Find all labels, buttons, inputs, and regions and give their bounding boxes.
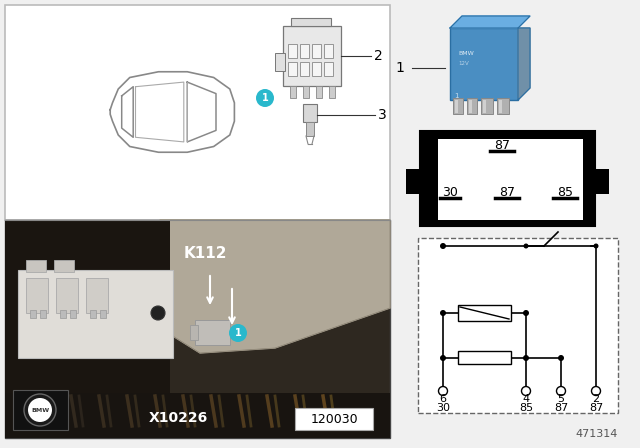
Bar <box>593 169 609 194</box>
Circle shape <box>557 387 566 396</box>
Text: 30: 30 <box>436 403 450 413</box>
Circle shape <box>593 244 598 249</box>
Text: X10226: X10226 <box>148 411 207 425</box>
Bar <box>312 44 321 58</box>
Bar <box>324 44 333 58</box>
Bar <box>283 26 341 86</box>
Bar <box>303 104 317 122</box>
Bar <box>190 325 198 340</box>
Text: 120030: 120030 <box>310 413 358 426</box>
Circle shape <box>440 355 446 361</box>
Bar <box>455 100 458 113</box>
Text: 85: 85 <box>557 185 573 198</box>
Text: 12V: 12V <box>458 60 468 65</box>
Bar <box>18 270 173 358</box>
Circle shape <box>523 355 529 361</box>
Circle shape <box>558 355 564 361</box>
Bar <box>483 100 486 113</box>
Bar <box>5 220 390 438</box>
Text: 2: 2 <box>374 49 383 63</box>
Bar <box>100 310 106 318</box>
Circle shape <box>256 89 274 107</box>
Text: BMW: BMW <box>31 408 49 413</box>
Bar <box>54 260 74 272</box>
Circle shape <box>229 324 247 342</box>
Text: K112: K112 <box>183 246 227 260</box>
Text: BMW: BMW <box>458 51 474 56</box>
Bar <box>26 278 48 313</box>
Bar <box>497 98 509 114</box>
Bar <box>458 351 511 364</box>
Bar <box>275 53 285 71</box>
Bar <box>295 408 373 430</box>
Text: 5: 5 <box>557 394 564 404</box>
Bar <box>329 86 335 98</box>
Circle shape <box>523 310 529 316</box>
Bar <box>303 86 309 98</box>
Bar <box>306 122 314 136</box>
Bar <box>56 278 78 313</box>
Text: 30: 30 <box>442 185 458 198</box>
Bar <box>300 62 309 76</box>
Bar <box>312 62 321 76</box>
Polygon shape <box>160 220 390 353</box>
Bar <box>420 131 595 226</box>
Bar <box>5 393 390 438</box>
Bar <box>70 310 76 318</box>
Text: 1: 1 <box>396 61 404 75</box>
Bar <box>406 169 422 194</box>
Circle shape <box>440 243 446 249</box>
Bar <box>458 305 511 321</box>
Bar <box>60 310 66 318</box>
Text: 2: 2 <box>593 394 600 404</box>
Bar <box>418 238 618 413</box>
Bar <box>86 278 108 313</box>
Circle shape <box>151 306 165 320</box>
Text: 1: 1 <box>262 93 268 103</box>
Text: 6: 6 <box>440 394 447 404</box>
Text: 1: 1 <box>235 328 241 338</box>
Bar <box>40 310 46 318</box>
Bar <box>450 28 518 100</box>
Bar <box>5 5 390 220</box>
Bar <box>481 98 493 114</box>
Text: 4: 4 <box>522 394 529 404</box>
Bar <box>438 139 583 220</box>
Bar <box>26 260 46 272</box>
Polygon shape <box>450 16 530 28</box>
Bar <box>30 310 36 318</box>
Bar <box>290 86 296 98</box>
Bar <box>469 100 472 113</box>
Circle shape <box>440 310 446 316</box>
Bar <box>316 86 322 98</box>
Bar <box>90 310 96 318</box>
Text: 85: 85 <box>519 403 533 413</box>
Bar <box>13 390 68 430</box>
Bar <box>288 44 297 58</box>
Bar <box>5 220 170 438</box>
Bar <box>324 62 333 76</box>
Text: 3: 3 <box>378 108 387 122</box>
Text: 471314: 471314 <box>575 429 618 439</box>
Bar <box>288 62 297 76</box>
Bar <box>300 44 309 58</box>
Circle shape <box>524 244 529 249</box>
Bar <box>291 18 331 26</box>
Circle shape <box>24 394 56 426</box>
Text: 87: 87 <box>554 403 568 413</box>
Circle shape <box>28 398 52 422</box>
Text: 87: 87 <box>494 138 510 151</box>
Bar <box>195 320 230 345</box>
Circle shape <box>591 387 600 396</box>
Circle shape <box>438 387 447 396</box>
Bar <box>499 100 502 113</box>
Bar <box>453 98 463 114</box>
Text: 87: 87 <box>589 403 603 413</box>
Circle shape <box>522 387 531 396</box>
Bar <box>467 98 477 114</box>
Text: 1: 1 <box>454 93 458 99</box>
Text: 87: 87 <box>499 185 515 198</box>
Polygon shape <box>518 28 530 100</box>
